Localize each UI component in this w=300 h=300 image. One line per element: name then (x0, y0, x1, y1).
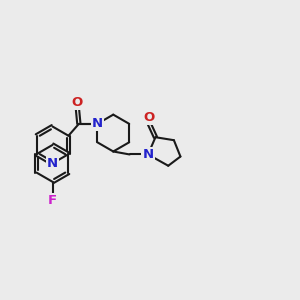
Text: O: O (143, 110, 155, 124)
Text: N: N (142, 148, 154, 161)
Text: N: N (92, 117, 103, 130)
Text: N: N (47, 157, 58, 170)
Text: O: O (72, 96, 83, 109)
Text: N: N (92, 117, 103, 130)
Text: F: F (48, 194, 57, 207)
Text: N: N (142, 148, 154, 161)
